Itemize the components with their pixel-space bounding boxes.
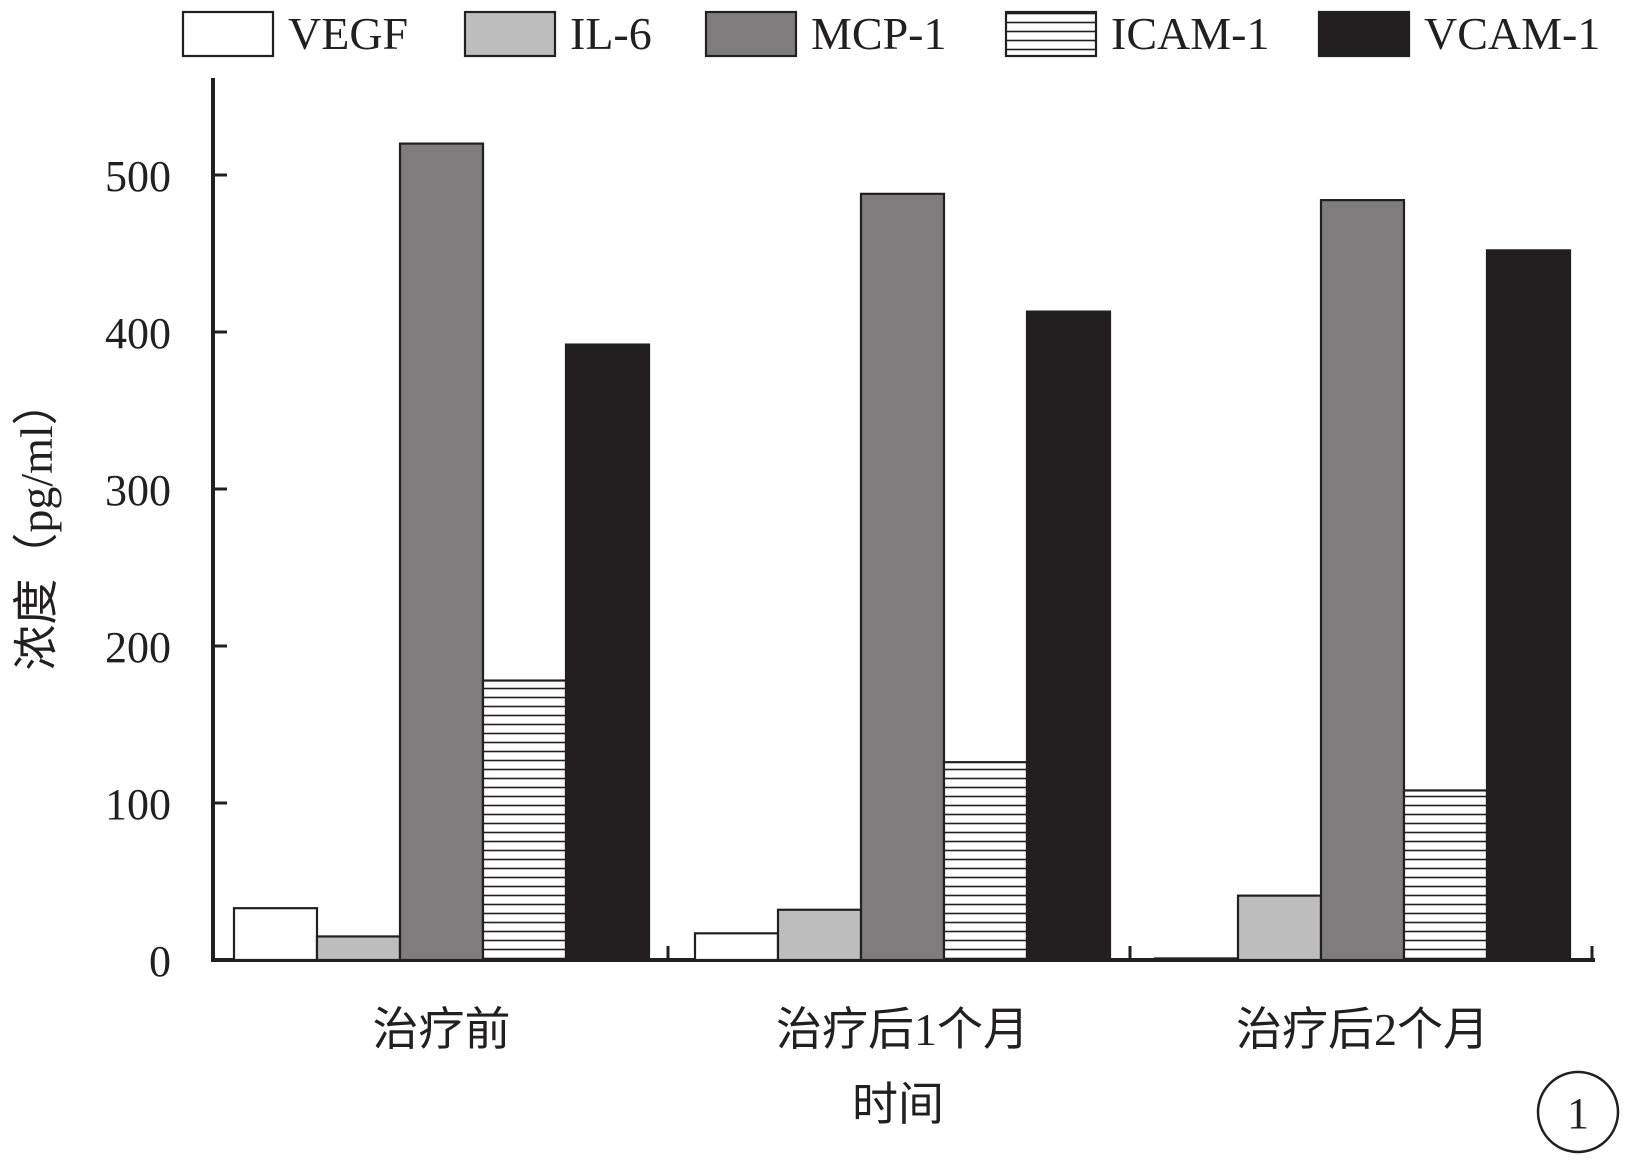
bar-vcam-1-2 [1485, 249, 1572, 962]
bar-il-6-0 [315, 935, 402, 962]
bar-vegf-0 [232, 907, 319, 962]
bar-vcam-1-1 [1025, 310, 1112, 962]
bar-vegf-1 [693, 932, 780, 962]
bars [232, 142, 1572, 962]
legend-swatch-mcp-1 [704, 10, 798, 58]
legend-label-vegf: VEGF [288, 8, 408, 59]
legend-label-icam-1: ICAM-1 [1111, 8, 1269, 59]
y-tick-label: 100 [105, 780, 171, 829]
y-tick-label: 200 [105, 623, 171, 672]
bar-mcp-1-1 [859, 192, 946, 962]
legend-swatch-il-6 [463, 10, 557, 58]
bar-mcp-1-0 [398, 142, 485, 962]
axis-labels: 0 100 200 300 400 500 治疗前 治疗后1个月 治疗后2个月 [105, 152, 1489, 1055]
panel-number-badge: 1 [1536, 1070, 1620, 1154]
bar-mcp-1-2 [1319, 199, 1406, 962]
bar-icam-1-0 [481, 679, 568, 962]
bar-vcam-1-0 [564, 343, 651, 962]
legend: VEGF IL-6 MCP-1 ICAM-1 VCAM-1 [181, 8, 1600, 59]
legend-swatch-vegf [181, 10, 275, 58]
y-tick-label: 300 [105, 466, 171, 515]
legend-label-mcp-1: MCP-1 [811, 8, 946, 59]
bar-il-6-1 [776, 908, 863, 962]
legend-swatch-icam-1 [1004, 10, 1098, 58]
panel-number-circle [1536, 1070, 1620, 1154]
x-axis-title: 时间 [852, 1079, 944, 1130]
y-tick-label: 500 [105, 152, 171, 201]
legend-swatch-vcam-1 [1317, 10, 1411, 58]
bar-vegf-2 [1153, 957, 1240, 962]
y-axis-title: 浓度（pg/ml） [11, 379, 62, 670]
bar-il-6-2 [1236, 894, 1323, 962]
panel-number: 1 [1567, 1089, 1589, 1138]
legend-label-vcam-1: VCAM-1 [1424, 8, 1600, 59]
bar-icam-1-2 [1402, 789, 1489, 962]
y-tick-label: 400 [105, 309, 171, 358]
legend-label-il-6: IL-6 [570, 8, 652, 59]
x-tick-label: 治疗后2个月 [1236, 1004, 1489, 1055]
bar-icam-1-1 [942, 761, 1029, 962]
x-tick-label: 治疗前 [373, 1004, 511, 1055]
x-tick-label: 治疗后1个月 [776, 1004, 1029, 1055]
y-tick-label: 0 [149, 937, 171, 986]
